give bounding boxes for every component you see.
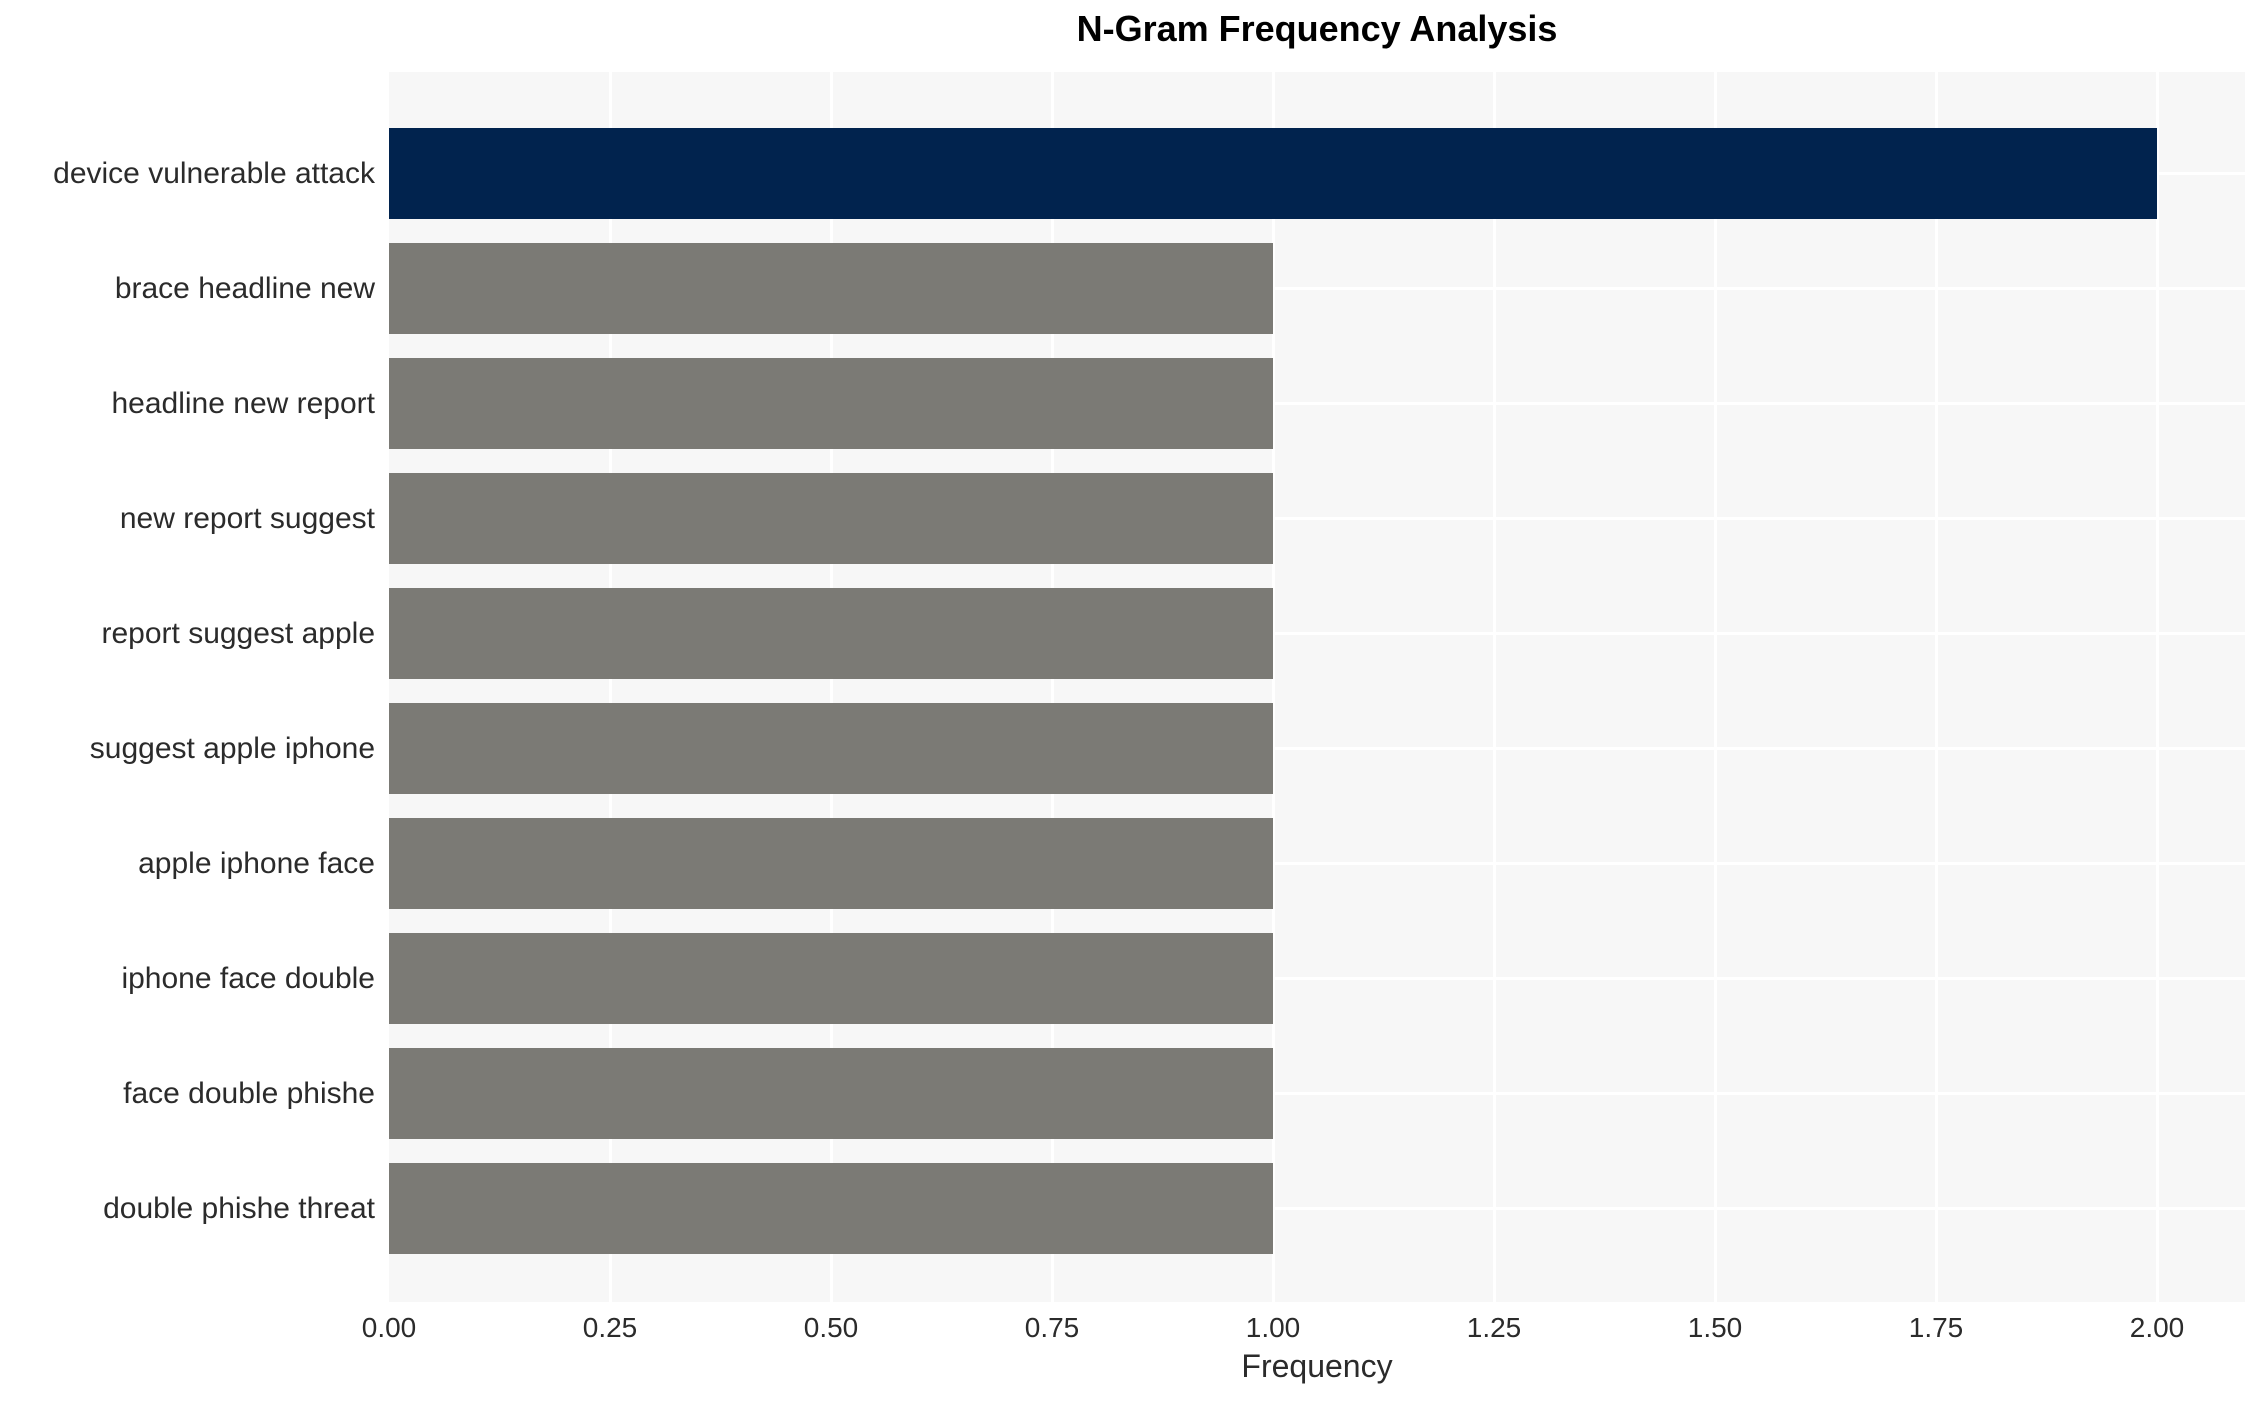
vertical-gridline: [829, 72, 833, 1302]
x-axis-label: Frequency: [1241, 1348, 1393, 1384]
x-tick-label: 0.50: [803, 1312, 859, 1343]
horizontal-gridline: [389, 517, 2245, 520]
chart-title: N-Gram Frequency Analysis: [1076, 8, 1558, 49]
bar: [389, 1048, 1273, 1139]
bar: [389, 933, 1273, 1024]
x-tick-label: 2.00: [2129, 1312, 2185, 1343]
bar: [389, 473, 1273, 564]
x-tick-label: 1.50: [1687, 1312, 1743, 1343]
bar: [389, 243, 1273, 334]
y-tick-label: device vulnerable attack: [53, 156, 375, 190]
x-tick-label: 0.00: [361, 1312, 417, 1343]
bar: [389, 128, 2157, 219]
bar: [389, 1163, 1273, 1254]
x-tick-label: 1.00: [1245, 1312, 1301, 1343]
bar: [389, 703, 1273, 794]
vertical-gridline: [2155, 72, 2159, 1302]
vertical-gridline: [1492, 72, 1496, 1302]
horizontal-gridline: [389, 1207, 2245, 1210]
bar: [389, 358, 1273, 449]
horizontal-gridline: [389, 632, 2245, 635]
bar: [389, 818, 1273, 909]
horizontal-gridline: [389, 862, 2245, 865]
x-tick-label: 1.25: [1466, 1312, 1522, 1343]
vertical-gridline: [1934, 72, 1938, 1302]
y-tick-label: double phishe threat: [103, 1191, 375, 1225]
plot-area: [389, 72, 2245, 1302]
x-tick-label: 1.75: [1908, 1312, 1964, 1343]
y-tick-label: report suggest apple: [101, 616, 375, 650]
y-tick-label: new report suggest: [119, 501, 375, 535]
vertical-gridline: [1050, 72, 1054, 1302]
y-tick-label: headline new report: [111, 386, 375, 420]
horizontal-gridline: [389, 402, 2245, 405]
bar: [389, 588, 1273, 679]
horizontal-gridline: [389, 747, 2245, 750]
x-tick-label: 0.25: [582, 1312, 638, 1343]
horizontal-gridline: [389, 287, 2245, 290]
vertical-gridline: [608, 72, 612, 1302]
vertical-gridline: [1271, 72, 1275, 1302]
y-tick-label: brace headline new: [114, 271, 375, 305]
vertical-gridline: [1713, 72, 1717, 1302]
x-tick-label: 0.75: [1024, 1312, 1080, 1343]
y-tick-label: apple iphone face: [138, 846, 375, 880]
horizontal-gridline: [389, 1092, 2245, 1095]
y-tick-label: suggest apple iphone: [89, 731, 375, 765]
y-tick-label: face double phishe: [123, 1076, 375, 1110]
y-tick-label: iphone face double: [121, 961, 375, 995]
horizontal-gridline: [389, 977, 2245, 980]
